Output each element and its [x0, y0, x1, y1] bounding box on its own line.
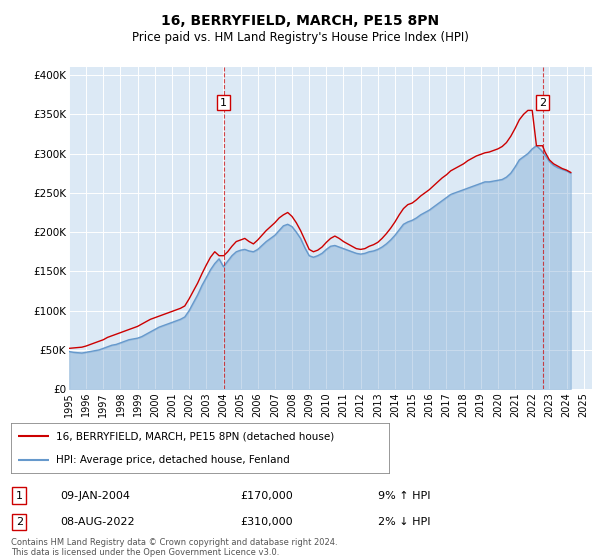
Text: 09-JAN-2004: 09-JAN-2004	[60, 491, 130, 501]
Text: 16, BERRYFIELD, MARCH, PE15 8PN: 16, BERRYFIELD, MARCH, PE15 8PN	[161, 14, 439, 28]
Text: 2% ↓ HPI: 2% ↓ HPI	[378, 517, 431, 527]
Text: 08-AUG-2022: 08-AUG-2022	[60, 517, 134, 527]
Text: 16, BERRYFIELD, MARCH, PE15 8PN (detached house): 16, BERRYFIELD, MARCH, PE15 8PN (detache…	[56, 431, 334, 441]
Text: 2: 2	[16, 517, 23, 527]
Text: Price paid vs. HM Land Registry's House Price Index (HPI): Price paid vs. HM Land Registry's House …	[131, 31, 469, 44]
Text: 1: 1	[16, 491, 23, 501]
Text: 1: 1	[220, 97, 227, 108]
Text: 9% ↑ HPI: 9% ↑ HPI	[378, 491, 431, 501]
Text: Contains HM Land Registry data © Crown copyright and database right 2024.
This d: Contains HM Land Registry data © Crown c…	[11, 538, 337, 557]
Text: HPI: Average price, detached house, Fenland: HPI: Average price, detached house, Fenl…	[56, 455, 290, 465]
Text: £310,000: £310,000	[240, 517, 293, 527]
Text: £170,000: £170,000	[240, 491, 293, 501]
Text: 2: 2	[539, 97, 546, 108]
